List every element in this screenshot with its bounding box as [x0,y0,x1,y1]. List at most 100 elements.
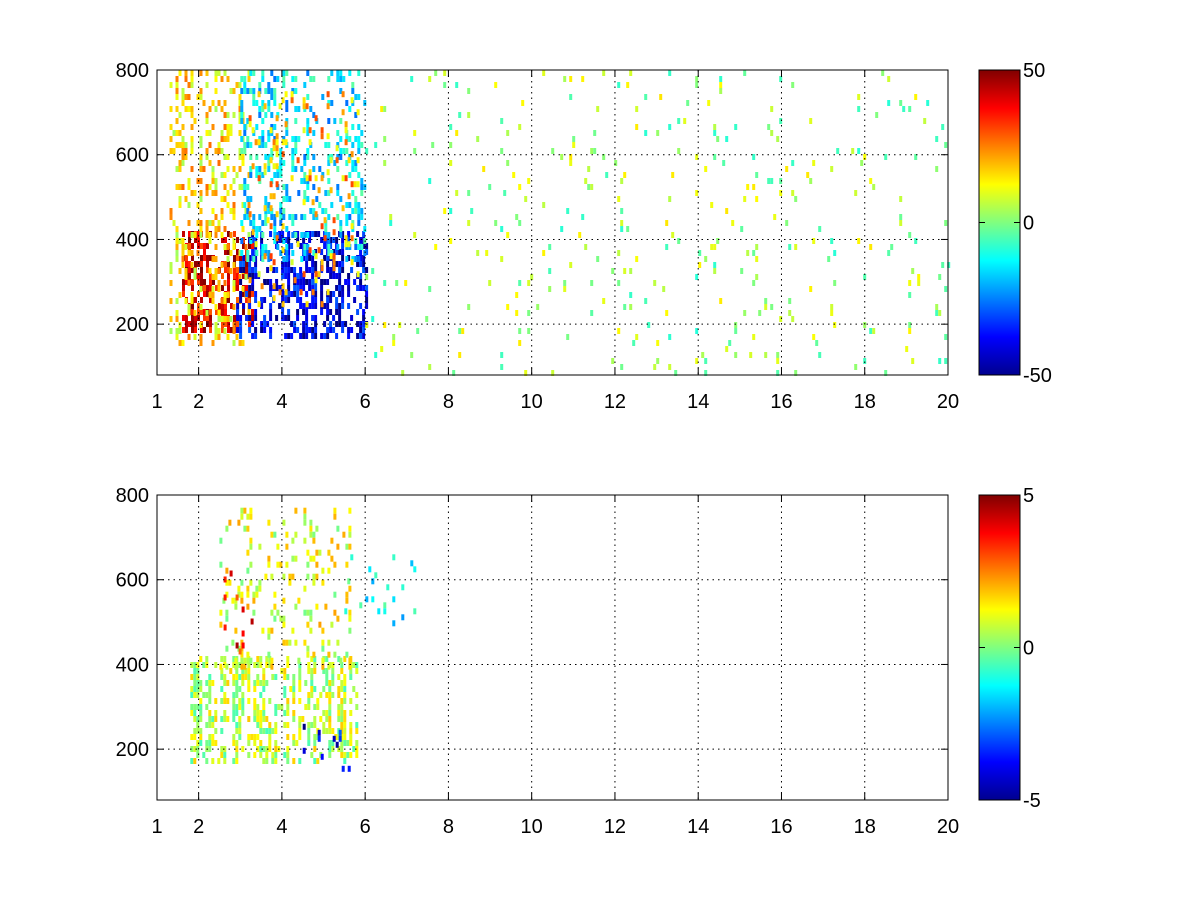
heatmap-cell [314,261,318,267]
heatmap-cell [184,154,188,160]
heatmap-cell [330,537,334,544]
heatmap-cell [328,716,332,722]
heatmap-cell [326,309,330,315]
heatmap-cell [331,668,335,674]
heatmap-cell [302,285,306,291]
heatmap-cell [217,220,221,226]
heatmap-cell [229,184,233,190]
heatmap-cell [298,734,302,740]
heatmap-cell [285,244,289,250]
heatmap-cell [190,662,194,668]
heatmap-cell [731,220,735,226]
heatmap-cell [240,579,244,586]
heatmap-cell [311,327,315,333]
heatmap-cell [278,231,282,237]
heatmap-cell [190,70,194,76]
heatmap-cell [626,226,630,232]
heatmap-cell [194,297,197,303]
heatmap-cell [309,615,313,622]
heatmap-cell [338,261,342,267]
heatmap-cell [190,136,194,142]
heatmap-cell [677,148,681,154]
heatmap-cell [779,316,783,322]
heatmap-cell [285,106,289,112]
heatmap-cell [248,303,252,309]
heatmap-cell [312,214,316,220]
heatmap-cell [303,639,307,646]
heatmap-cell [199,232,203,238]
heatmap-cell [273,531,277,538]
heatmap-cell [199,680,203,686]
heatmap-cell [241,674,245,680]
heatmap-cell [428,286,432,292]
heatmap-cell [238,704,242,710]
heatmap-cell [281,267,285,273]
heatmap-cell [365,596,369,603]
heatmap-cell [306,70,310,76]
heatmap-cell [869,178,873,184]
heatmap-cell [336,154,340,160]
heatmap-cell [304,680,308,686]
heatmap-cell [268,656,272,662]
heatmap-cell [214,232,218,238]
heatmap-cell [236,315,240,321]
heatmap-cell [311,199,315,206]
heatmap-cell [345,561,349,568]
heatmap-cell [220,746,224,752]
heatmap-cell [329,297,333,303]
heatmap-cell [208,142,212,148]
heatmap-cell [902,106,906,112]
heatmap-cell [256,704,260,710]
heatmap-cell [263,315,267,321]
heatmap-cell [248,285,252,291]
heatmap-cell [223,698,227,704]
heatmap-cell [312,76,316,82]
heatmap-cell [211,680,215,686]
heatmap-cell [264,214,268,220]
colorbar-ticks-top: 500-50 [979,60,1052,387]
heatmap-cell [299,273,303,279]
heatmap-cell [175,166,179,172]
heatmap-cell [337,656,341,662]
heatmap-cell [287,231,291,237]
heatmap-cell [193,680,197,686]
heatmap-cell [337,704,341,710]
heatmap-cell [196,674,200,680]
heatmap-cell [253,752,257,758]
heatmap-cell [506,232,510,238]
heatmap-cell [302,237,306,243]
heatmap-cell [251,237,255,243]
heatmap-cell [220,316,224,322]
heatmap-cell [323,333,327,339]
heatmap-cell [713,244,717,250]
heatmap-cell [386,584,390,591]
heatmap-cell [279,250,283,256]
heatmap-cell [318,621,322,628]
heatmap-cell [263,297,267,303]
heatmap-cell [199,698,203,704]
heatmap-cell [212,279,215,285]
heatmap-cell [623,172,627,178]
heatmap-cell [190,106,194,112]
heatmap-cell [190,148,194,154]
heatmap-cell [455,190,459,196]
heatmap-cell [196,680,200,686]
heatmap-cell [329,309,333,315]
heatmap-cell [276,543,280,550]
heatmap-cell [345,591,349,598]
heatmap-cell [232,328,236,334]
heatmap-cell [175,184,179,190]
heatmap-cell [310,680,314,686]
x-tick-label: 12 [604,816,626,838]
heatmap-cell [261,627,265,634]
heatmap-cell [354,94,358,100]
heatmap-cell [266,217,270,224]
heatmap-cell [500,256,504,262]
heatmap-cell [881,70,885,76]
heatmap-cell [343,680,347,686]
heatmap-cell [236,249,239,255]
heatmap-cell [752,184,756,190]
heatmap-cell [614,160,618,166]
heatmap-cell [308,285,312,291]
heatmap-cell [268,698,272,704]
